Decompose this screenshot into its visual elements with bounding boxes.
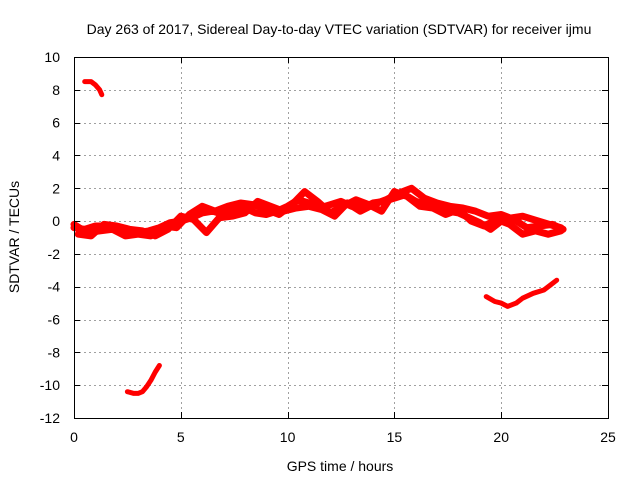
x-tick-label: 0 <box>70 429 78 445</box>
x-tick-label: 10 <box>280 429 296 445</box>
x-tick-label: 15 <box>387 429 403 445</box>
series-high-arc <box>82 79 105 98</box>
chart-title: Day 263 of 2017, Sidereal Day-to-day VTE… <box>87 21 592 37</box>
y-axis-label: SDTVAR / TECUs <box>6 181 22 293</box>
x-tick-label: 25 <box>600 429 616 445</box>
plot-frame <box>74 57 609 419</box>
series-main-band-c <box>74 184 567 240</box>
y-tick-label: -8 <box>48 344 61 360</box>
y-tick-label: 2 <box>52 180 60 196</box>
y-tick-label: 0 <box>52 213 60 229</box>
y-tick-label: -10 <box>40 377 60 393</box>
axis-ticks <box>74 57 609 419</box>
tick-labels: 0 5 10 15 20 25 -12 -10 -8 -6 -4 -2 0 2 4 6 8 10 <box>40 49 616 445</box>
x-axis-label: GPS time / hours <box>287 458 394 474</box>
series-low-arc <box>124 363 162 396</box>
y-tick-label: 6 <box>52 115 60 131</box>
y-tick-label: 10 <box>44 49 60 65</box>
grid <box>74 57 608 418</box>
y-tick-label: -6 <box>48 312 61 328</box>
y-tick-label: 4 <box>52 147 60 163</box>
x-tick-label: 20 <box>493 429 509 445</box>
y-tick-label: -2 <box>48 246 61 262</box>
y-tick-label: -12 <box>40 410 60 426</box>
series-group <box>70 79 567 396</box>
y-tick-label: -4 <box>48 279 61 295</box>
x-tick-label: 5 <box>177 429 185 445</box>
series-right-arc <box>483 277 560 309</box>
y-tick-label: 8 <box>52 82 60 98</box>
